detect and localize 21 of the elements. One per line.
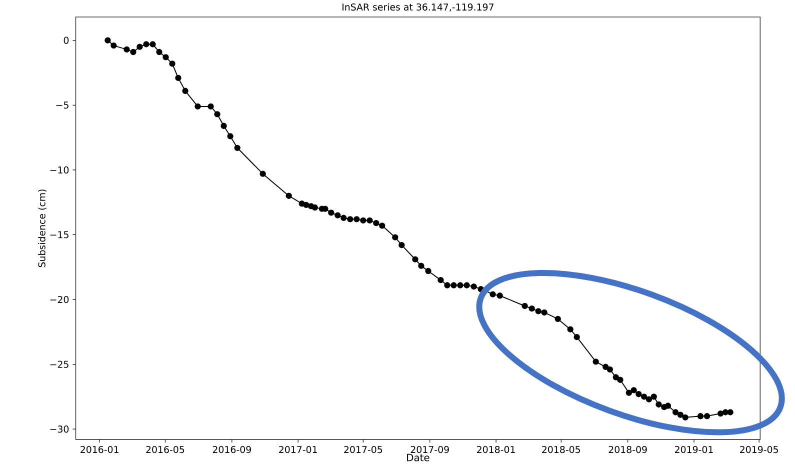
y-tick-label: −25 xyxy=(50,360,68,368)
x-tick-label: 2017-09 xyxy=(410,446,449,454)
y-tick-label: −10 xyxy=(50,166,69,174)
x-tick-label: 2018-05 xyxy=(542,446,580,454)
x-axis-title: Date xyxy=(407,454,430,462)
x-tick-label: 2017-01 xyxy=(279,446,317,454)
y-tick-label: −5 xyxy=(56,102,68,109)
y-tick-label: −15 xyxy=(50,231,68,238)
chart-title: InSAR series at 36.147,-119.197 xyxy=(342,3,494,12)
y-tick-label: −20 xyxy=(50,296,69,304)
x-tick-label: 2016-05 xyxy=(146,446,184,454)
y-axis-title: Subsidence (cm) xyxy=(38,190,46,268)
x-tick-label: 2018-01 xyxy=(477,446,515,454)
x-tick-label: 2017-05 xyxy=(344,446,382,454)
x-tick-label: 2018-09 xyxy=(608,446,647,454)
y-tick-label: −30 xyxy=(50,426,69,433)
x-tick-label: 2016-09 xyxy=(212,446,251,454)
x-tick-label: 2016-01 xyxy=(80,446,118,454)
x-tick-label: 2019-01 xyxy=(674,446,713,454)
y-tick-label: 0 xyxy=(64,36,69,44)
x-tick-label: 2019-05 xyxy=(740,446,778,454)
